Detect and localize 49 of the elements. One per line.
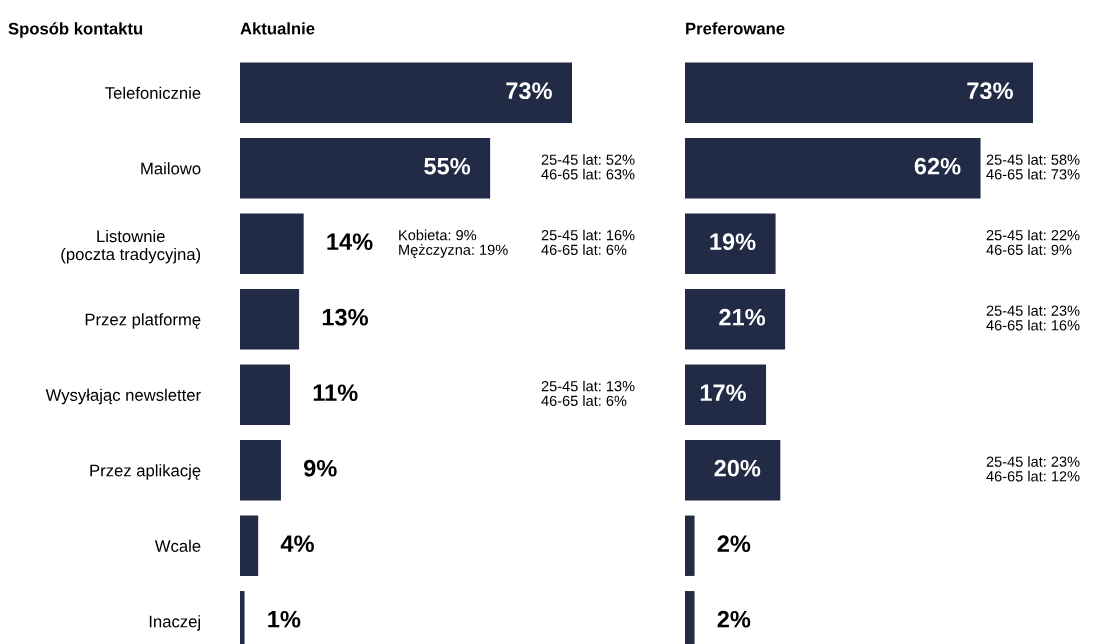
chart-title: Aktualnie	[240, 22, 315, 35]
bar	[240, 62, 572, 123]
chart-title: Preferowane	[686, 22, 785, 35]
bar	[685, 289, 786, 350]
data-label: 14%	[327, 233, 373, 251]
data-label: 2%	[717, 610, 751, 628]
bar	[240, 213, 304, 274]
data-label: 13%	[322, 308, 368, 326]
data-label: 73%	[506, 82, 552, 100]
data-label: 11%	[313, 384, 358, 402]
data-label: 20%	[714, 459, 761, 477]
y-tick-label: Przez platformę	[85, 313, 201, 329]
y-tick-label: Mailowo	[141, 162, 201, 175]
annotation: 25-45 lat: 58% 46-65 lat: 73%	[986, 154, 1080, 180]
bar	[685, 515, 695, 576]
data-label: 21%	[719, 308, 766, 326]
y-tick-label: Listownie (poczta tradycyjna)	[61, 229, 201, 264]
y-tick-label: Inaczej	[149, 615, 200, 631]
data-label: 2%	[717, 535, 751, 553]
y-tick-label: Telefonicznie	[105, 86, 201, 99]
bar	[240, 364, 291, 425]
annotation: 25-45 lat: 23% 46-65 lat: 12%	[986, 456, 1080, 482]
data-label: 1%	[268, 610, 301, 628]
data-label: 55%	[424, 157, 471, 175]
bar	[240, 138, 491, 199]
bar	[685, 440, 781, 501]
y-tick-label: Przez aplikację	[90, 464, 201, 480]
bar	[685, 364, 767, 425]
data-label: 9%	[303, 459, 337, 477]
annotation: Kobieta: 9% Mężczyzna: 19%	[399, 229, 508, 258]
bar	[685, 213, 776, 274]
annotation: 25-45 lat: 23% 46-65 lat: 16%	[986, 305, 1080, 331]
data-label: 73%	[967, 82, 1013, 100]
data-label: 62%	[914, 157, 961, 175]
bar	[685, 138, 981, 199]
annotation: 25-45 lat: 52% 46-65 lat: 63%	[541, 154, 635, 180]
annotation: 25-45 lat: 13% 46-65 lat: 6%	[541, 380, 635, 406]
annotation: 25-45 lat: 16% 46-65 lat: 6%	[541, 229, 635, 255]
y-tick-label: Wcale	[154, 539, 201, 552]
y-tick-label: Wysyłając newsletter	[45, 388, 201, 405]
bar	[240, 289, 300, 350]
bar	[240, 515, 259, 576]
data-label: 4%	[280, 535, 314, 553]
annotation: 25-45 lat: 22% 46-65 lat: 9%	[986, 229, 1080, 255]
y-axis-title: Sposób kontaktu	[8, 22, 143, 38]
bar	[240, 440, 281, 501]
data-label: 19%	[710, 233, 756, 251]
data-label: 17%	[700, 384, 746, 402]
bar	[685, 62, 1033, 123]
